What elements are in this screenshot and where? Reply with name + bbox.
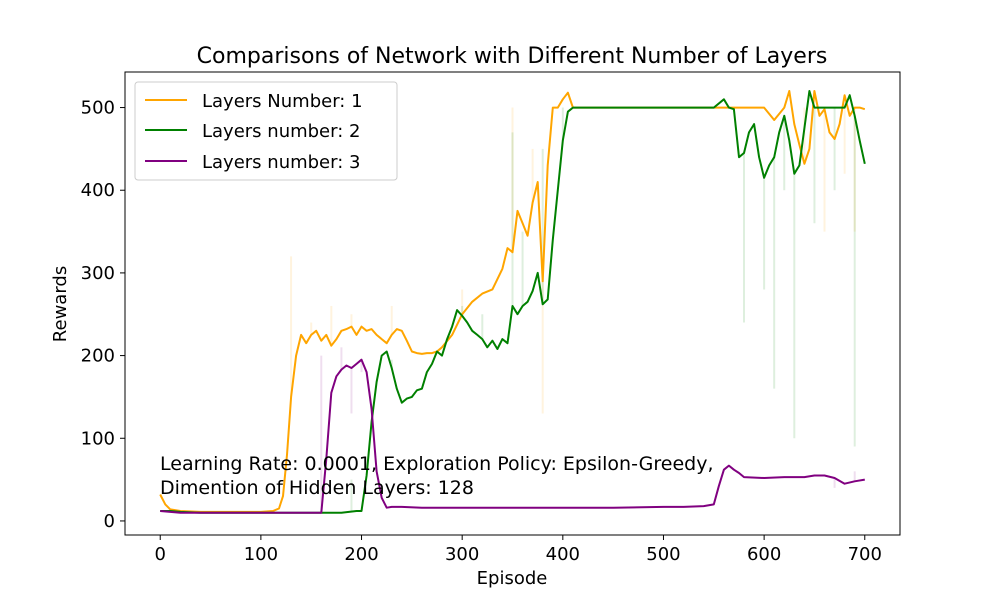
series-layer: [159, 90, 866, 514]
annotation: Learning Rate: 0.0001, Exploration Polic…: [160, 453, 714, 499]
series-line-1: [159, 90, 866, 513]
y-tick-label: 500: [81, 98, 115, 119]
x-tick-label: 300: [445, 544, 479, 565]
legend-label-3: Layers number: 3: [202, 152, 360, 173]
y-tick-label: 400: [81, 180, 115, 201]
series-line-2: [160, 90, 866, 514]
y-axis-label: Rewards: [50, 266, 71, 342]
x-tick-label: 0: [155, 544, 166, 565]
x-tick-label: 500: [646, 544, 680, 565]
x-axis-label: Episode: [477, 568, 548, 589]
legend-label-1: Layers Number: 1: [202, 91, 363, 112]
x-tick-label: 700: [848, 544, 882, 565]
annotation-line-1: Learning Rate: 0.0001, Exploration Polic…: [160, 453, 714, 475]
x-tick-label: 600: [747, 544, 781, 565]
y-tick-label: 200: [81, 346, 115, 367]
y-tick-label: 300: [81, 263, 115, 284]
annotation-line-2: Dimention of Hidden Layers: 128: [160, 477, 474, 499]
chart-title: Comparisons of Network with Different Nu…: [197, 44, 828, 69]
legend: Layers Number: 1 Layers number: 2 Layers…: [134, 81, 398, 181]
y-tick-label: 100: [81, 428, 115, 449]
y-axis: 0 100 200 300 400 500: [81, 98, 125, 532]
x-tick-label: 200: [344, 544, 378, 565]
legend-label-2: Layers number: 2: [202, 121, 360, 142]
legend-box: [134, 81, 398, 181]
series-line-3: [160, 358, 865, 514]
x-tick-label: 400: [546, 544, 580, 565]
x-tick-label: 100: [244, 544, 278, 565]
y-tick-label: 0: [104, 511, 115, 532]
x-axis: 0 100 200 300 400 500 600 700: [155, 535, 882, 565]
